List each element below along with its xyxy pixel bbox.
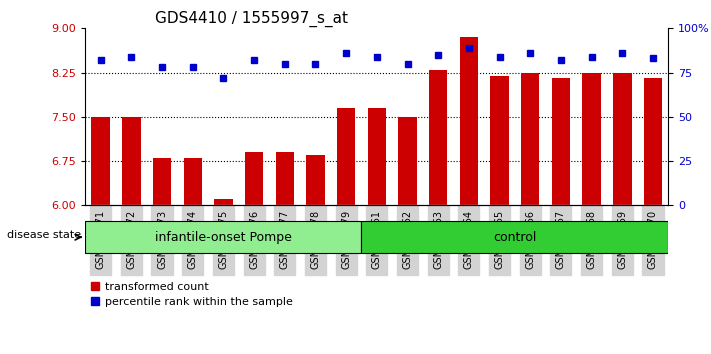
Bar — [276, 152, 294, 205]
Text: infantile-onset Pompe: infantile-onset Pompe — [155, 231, 292, 244]
Bar — [214, 199, 232, 205]
Bar — [153, 158, 171, 205]
Bar — [92, 117, 110, 205]
Bar — [429, 70, 447, 205]
Bar — [552, 79, 570, 205]
Bar — [245, 152, 263, 205]
Text: GDS4410 / 1555997_s_at: GDS4410 / 1555997_s_at — [155, 11, 348, 27]
Legend: transformed count, percentile rank within the sample: transformed count, percentile rank withi… — [91, 282, 293, 307]
FancyBboxPatch shape — [361, 221, 668, 253]
Bar — [398, 117, 417, 205]
Bar — [582, 73, 601, 205]
Text: control: control — [493, 231, 537, 244]
Bar — [122, 117, 141, 205]
Bar — [613, 73, 631, 205]
Bar — [368, 108, 386, 205]
Bar — [306, 155, 325, 205]
Bar — [460, 37, 478, 205]
FancyBboxPatch shape — [85, 221, 361, 253]
Text: disease state: disease state — [7, 230, 81, 240]
Bar — [183, 158, 202, 205]
Bar — [337, 108, 356, 205]
Bar — [521, 73, 540, 205]
Bar — [491, 75, 509, 205]
Bar — [643, 79, 662, 205]
